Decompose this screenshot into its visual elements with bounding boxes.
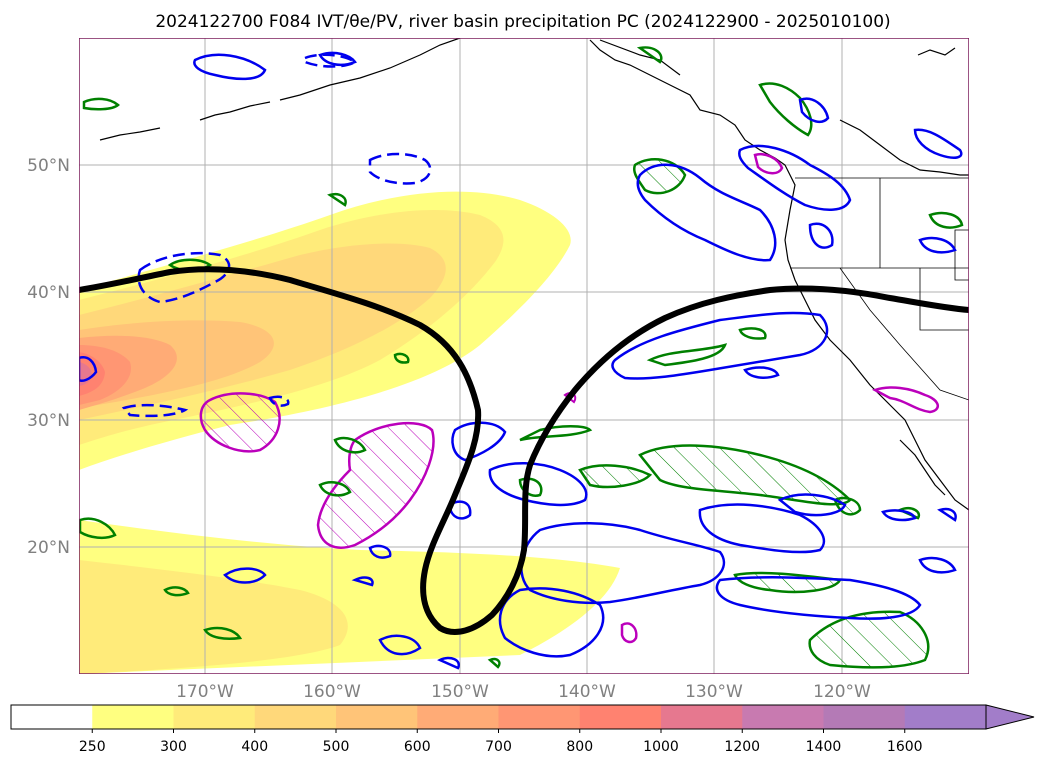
colorbar-segment [254,705,337,729]
colorbar-tick-label: 800 [566,739,593,755]
colorbar-segment [823,705,906,729]
colorbar-segment [92,705,174,729]
lat-tick-label: 40°N [27,283,70,303]
precip-green [79,46,964,669]
map-area [79,38,969,674]
colorbar-tick-label: 1400 [806,739,842,755]
colorbar-tick-label: 700 [485,739,512,755]
colorbar-segment [336,705,418,729]
lat-tick-labels: 20°N 30°N 40°N 50°N [27,156,70,558]
lon-tick-label: 150°W [431,682,489,702]
colorbar-tick-label: 1600 [887,739,923,755]
colorbar-tick-label: 1000 [643,739,679,755]
precip-magenta [199,153,939,644]
graticule [79,38,969,674]
lon-tick-label: 160°W [303,682,361,702]
colorbar-tick-label: 1200 [724,739,760,755]
colorbar-tick-label: 600 [404,739,431,755]
colorbar-tick-label: 300 [160,739,187,755]
colorbar-extend-arrow [985,704,1035,730]
colorbar-segment [579,705,662,729]
lon-tick-label: 130°W [685,682,743,702]
lon-tick-label: 170°W [176,682,234,702]
colorbar-segment [11,705,93,729]
colorbar-tick-label: 250 [79,739,106,755]
lat-tick-label: 30°N [27,411,70,431]
colorbar-segment [742,705,824,729]
theta-e-contour [79,266,969,635]
pv-contours-dashed [121,53,432,418]
lat-tick-label: 20°N [27,538,70,558]
lon-tick-labels: 170°W 160°W 150°W 140°W 130°W 120°W [176,682,871,702]
colorbar-segment [661,705,743,729]
state-borders [790,177,969,401]
colorbar-tick-label: 400 [241,739,268,755]
pv-contours [79,51,963,670]
map-title: 2024122700 F084 IVT/θe/PV, river basin p… [155,12,890,32]
colorbar-segment [498,705,581,729]
colorbar-tick-label: 500 [323,739,350,755]
colorbar-segment [904,705,987,729]
lon-tick-label: 140°W [558,682,616,702]
coastlines [99,38,969,511]
colorbar-segment [173,705,256,729]
lon-tick-label: 120°W [813,682,871,702]
colorbar-segment [417,705,499,729]
lat-tick-label: 50°N [27,156,70,176]
colorbar: 250 300 400 500 600 700 800 1000 1200 1400 1600 [10,704,1035,755]
